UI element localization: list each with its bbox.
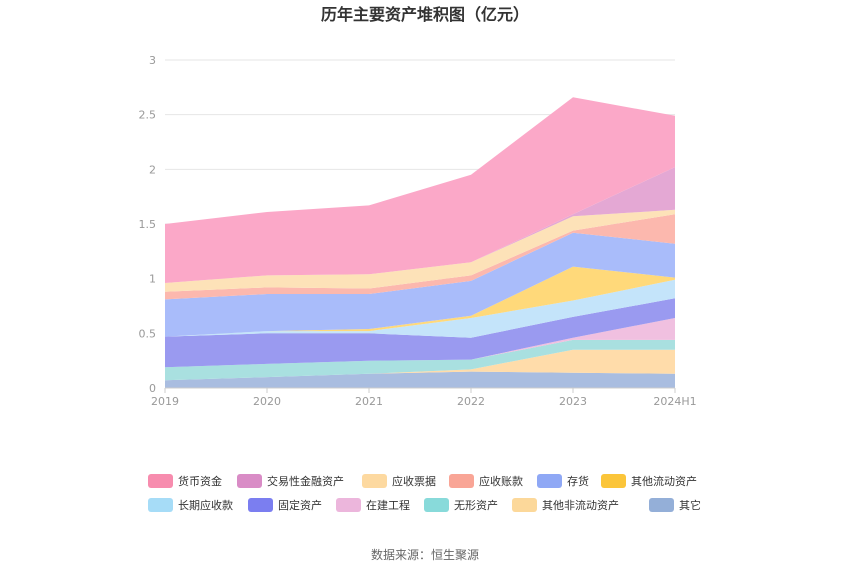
- legend-label: 其它: [679, 498, 701, 512]
- area-series: [165, 97, 675, 388]
- legend-swatch: [148, 498, 173, 512]
- source-note: 数据来源：恒生聚源: [371, 547, 479, 562]
- legend-swatch: [537, 474, 562, 488]
- legend-swatch: [237, 474, 262, 488]
- y-tick-label: 1.5: [139, 218, 157, 231]
- area-11: [165, 97, 675, 283]
- y-tick-label: 1: [149, 273, 156, 286]
- x-tick-label: 2021: [355, 395, 383, 408]
- legend-swatch: [362, 474, 387, 488]
- legend-swatch: [512, 498, 537, 512]
- source-label: 数据来源：: [371, 547, 431, 562]
- y-tick-label: 2: [149, 163, 156, 176]
- legend-label: 其他非流动资产: [542, 498, 619, 512]
- legend-label: 在建工程: [366, 498, 410, 512]
- legend-swatch: [248, 498, 273, 512]
- x-tick-label: 2024H1: [653, 395, 696, 408]
- legend-swatch: [449, 474, 474, 488]
- area-7: [165, 232, 675, 337]
- legend-swatch: [601, 474, 626, 488]
- legend-swatch: [649, 498, 674, 512]
- legend-swatch: [336, 498, 361, 512]
- legend-label: 存货: [567, 474, 589, 488]
- legend-label: 货币资金: [178, 474, 222, 488]
- legend-swatch: [148, 474, 173, 488]
- legend-label: 长期应收款: [178, 498, 233, 512]
- legend-label: 其他流动资产: [631, 474, 697, 488]
- y-tick-label: 0.5: [139, 327, 157, 340]
- source-name: 恒生聚源: [431, 548, 479, 562]
- area-2: [165, 339, 675, 381]
- area-1: [165, 349, 675, 381]
- area-8: [165, 214, 675, 300]
- x-tick-label: 2019: [151, 395, 179, 408]
- area-5: [165, 279, 675, 338]
- area-4: [165, 298, 675, 368]
- x-axis: 2019 2020 2021 2022 2023 2024H1: [151, 387, 697, 408]
- y-tick-label: 3: [149, 54, 156, 67]
- area-6: [165, 266, 675, 337]
- legend-label: 交易性金融资产: [267, 474, 344, 488]
- legend-label: 无形资产: [454, 498, 498, 512]
- legend-swatch: [424, 498, 449, 512]
- x-tick-label: 2023: [559, 395, 587, 408]
- y-axis: 0 0.5 1 1.5 2 2.5 3: [139, 54, 157, 395]
- legend-label: 应收账款: [479, 474, 523, 488]
- y-tick-label: 0: [149, 382, 156, 395]
- legend-label: 应收票据: [392, 474, 436, 488]
- x-tick-label: 2020: [253, 395, 281, 408]
- area-0: [165, 371, 675, 388]
- area-9: [165, 209, 675, 292]
- legend-label: 固定资产: [278, 498, 322, 512]
- y-tick-label: 2.5: [139, 109, 157, 122]
- chart-title: 历年主要资产堆积图（亿元）: [321, 5, 529, 24]
- x-tick-label: 2022: [457, 395, 485, 408]
